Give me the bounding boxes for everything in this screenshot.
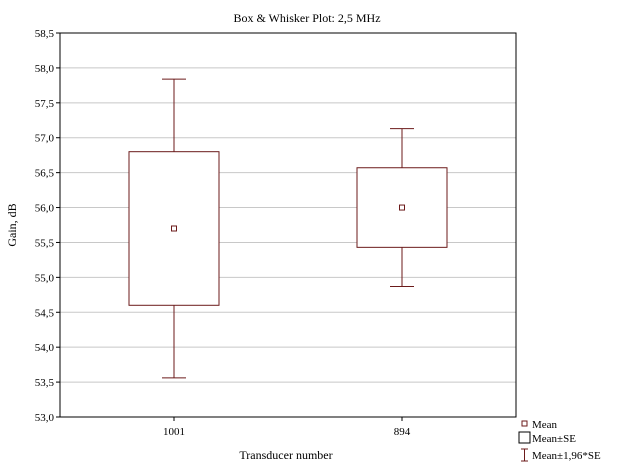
box-group-1001 [128,78,220,379]
y-tick-label: 56,5 [35,168,55,180]
grid-lines [60,67,516,383]
x-axis-label: Transducer number [239,448,332,462]
x-tick-label: 894 [394,426,411,438]
y-axis: 53,0 53,5 54,0 54,5 55,0 55,5 56,0 56,5 57,0 57,5… [35,28,60,424]
legend-mean-icon [521,420,528,427]
y-tick-label: 57,0 [35,133,55,145]
y-tick-label: 56,0 [35,203,55,215]
y-tick-label: 55,0 [35,272,55,284]
chart-title: Box & Whisker Plot: 2,5 MHz [233,11,380,25]
legend-item-box: Mean±SE [518,431,576,445]
box-series [128,78,448,379]
legend-box-icon [518,431,531,444]
legend-label: Mean [532,419,558,431]
x-axis: 1001 894 [163,417,411,438]
legend-label: Mean±1,96*SE [532,450,601,462]
y-tick-label: 53,5 [35,377,55,389]
y-tick-label: 57,5 [35,98,55,110]
y-axis-label: Gain, dB [5,203,19,246]
x-tick-label: 1001 [163,426,185,438]
y-tick-label: 54,0 [35,342,55,354]
mean-marker [399,204,405,211]
y-tick-label: 54,5 [35,307,55,319]
y-tick-label: 58,0 [35,63,55,75]
plot-frame [59,32,517,418]
legend-item-point: Mean [521,419,558,431]
box-group-894 [356,128,448,287]
legend-item-whisker: Mean±1,96*SE [521,448,601,462]
y-tick-label: 55,5 [35,237,55,249]
y-tick-label: 53,0 [35,412,55,424]
legend: Mean Mean±SE Mean±1,96*SE [518,419,601,462]
y-tick-label: 58,5 [35,28,55,40]
legend-label: Mean±SE [532,433,576,445]
mean-marker [171,225,177,232]
